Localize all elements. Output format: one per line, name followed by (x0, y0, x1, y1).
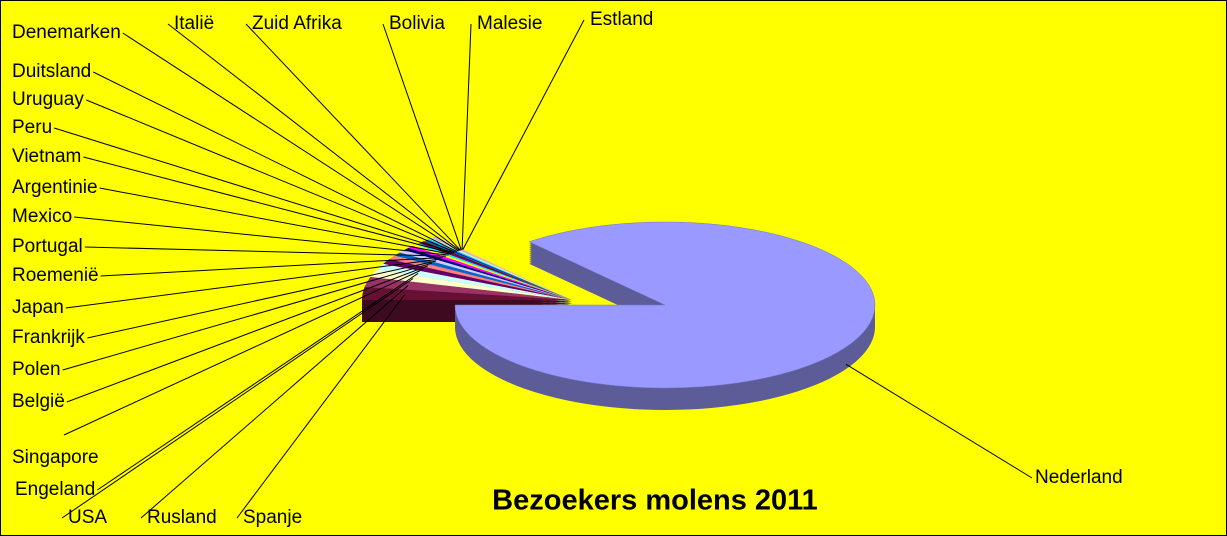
slice-label: Peru (12, 117, 52, 138)
slice-label: Rusland (147, 507, 217, 528)
slice (383, 259, 572, 300)
slice (412, 244, 572, 300)
slice (435, 236, 572, 300)
leader-line (461, 23, 472, 250)
slice-label: USA (68, 507, 107, 528)
slice (389, 255, 572, 300)
leader-line (382, 23, 462, 251)
leader-line (62, 262, 433, 371)
slice (431, 238, 572, 300)
leader-line (74, 216, 449, 256)
slice-label: Uruguay (12, 89, 84, 110)
leader-line (61, 278, 414, 519)
slice (408, 245, 572, 300)
slice (418, 242, 572, 300)
labels: Nederland Spanje Rusland USA Engeland Singapo… (12, 9, 1123, 528)
leader-line (100, 257, 443, 277)
slice (399, 249, 572, 300)
slice (404, 247, 572, 300)
leader-line (99, 187, 451, 255)
leader-line (97, 272, 419, 491)
slice-label: Frankrijk (12, 327, 85, 348)
slice (362, 287, 572, 300)
leader-line (462, 19, 585, 250)
slice-label: Malesie (477, 13, 542, 34)
slice (454, 221, 876, 389)
slice-label: Bolivia (389, 13, 445, 34)
leader-line (845, 363, 1033, 479)
slice (394, 252, 572, 300)
slice (370, 269, 572, 300)
slice (423, 240, 572, 300)
slice-label: Nederland (1035, 467, 1123, 488)
leader-line (83, 156, 453, 254)
leader-line (92, 71, 458, 253)
slice-label: Mexico (12, 206, 72, 227)
leader-line (167, 23, 461, 252)
leader-line (86, 99, 456, 253)
slice-label: Portugal (12, 236, 83, 257)
slice (416, 243, 572, 300)
slice-label: Zuid Afrika (252, 13, 342, 34)
slice-label: Duitsland (12, 61, 91, 82)
leader-line (140, 285, 409, 519)
slice (425, 239, 572, 300)
slice (429, 238, 572, 300)
slice-label: Spanje (243, 507, 302, 528)
pie-tops (362, 221, 876, 389)
leader-line (87, 260, 437, 339)
slice-label: Engeland (15, 479, 95, 500)
leader-line (63, 268, 424, 436)
leader-line (122, 32, 459, 252)
slice (364, 276, 572, 300)
slice-label: Vietnam (12, 146, 81, 167)
leader-line (65, 258, 440, 309)
leader-line (66, 265, 429, 403)
slice (427, 239, 572, 300)
slice-label: Estland (590, 9, 653, 30)
slice-label: Roemenië (12, 265, 99, 286)
chart-title: Bezoekers molens 2011 (492, 485, 818, 517)
slice (433, 237, 572, 300)
slice (421, 241, 572, 300)
slice-label: Denemarken (12, 22, 121, 43)
slice-label: Polen (12, 359, 61, 380)
leader-line (245, 23, 461, 251)
slice-label: België (12, 391, 65, 412)
slice-label: Singapore (12, 447, 99, 468)
leader-line (84, 246, 446, 257)
slice (434, 237, 572, 300)
leader-line (53, 127, 455, 254)
slice-label: Italië (174, 13, 214, 34)
slice-label: Argentinie (12, 177, 98, 198)
slice (432, 237, 572, 300)
slice (376, 263, 572, 300)
slice-label: Japan (12, 297, 64, 318)
leader-line (236, 294, 405, 519)
